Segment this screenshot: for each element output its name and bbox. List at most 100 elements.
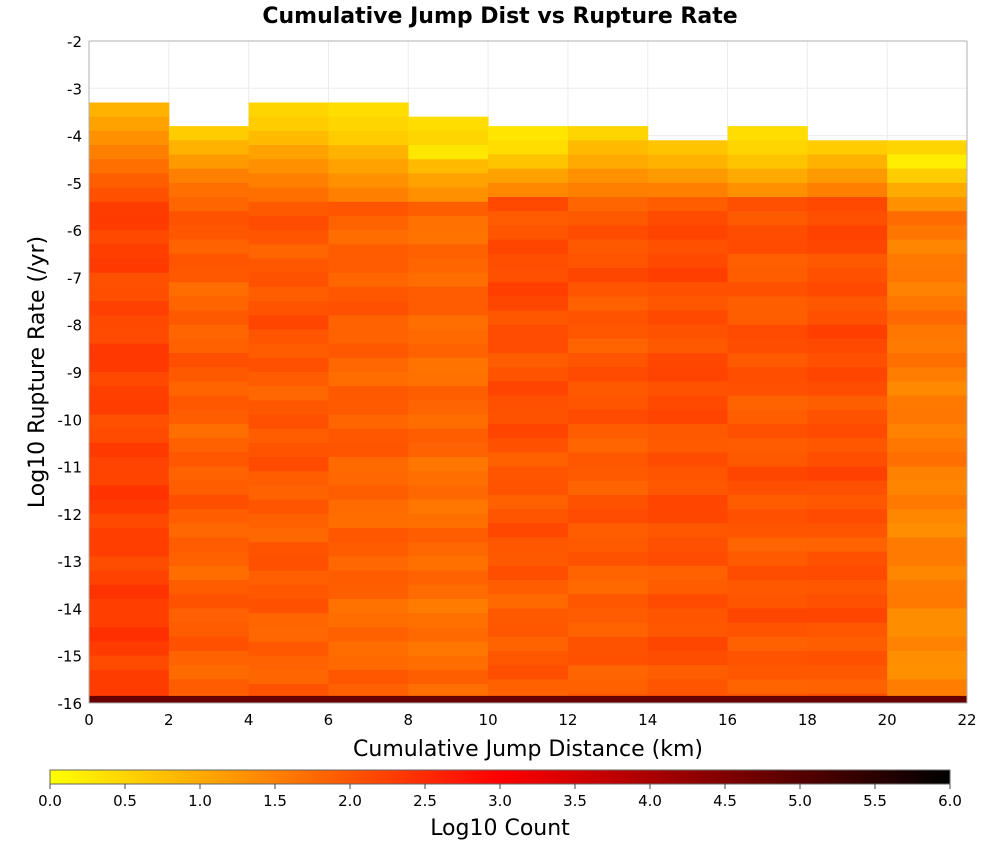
heatmap-cell: [887, 154, 968, 170]
heatmap-cell: [248, 130, 329, 146]
heatmap-cell: [89, 513, 170, 529]
heatmap-cell: [887, 267, 968, 283]
heatmap-cell: [328, 442, 409, 458]
heatmap-cell: [168, 338, 250, 354]
heatmap-cell: [727, 338, 808, 354]
heatmap-cell: [408, 258, 489, 274]
heatmap-cell: [89, 343, 170, 359]
heatmap-cell: [807, 225, 888, 241]
heatmap-cell: [408, 329, 489, 345]
heatmap-cell: [647, 381, 729, 397]
x-tick-label: 8: [403, 711, 413, 729]
heatmap-cell: [168, 480, 250, 496]
heatmap-cell: [328, 329, 409, 345]
heatmap-cell: [89, 286, 170, 302]
heatmap-cell: [408, 187, 489, 203]
y-axis-ticks: -2 -3 -4 -5 -6 -7 -8 -9 -10 -11 -12 -13 -14 -15 -16: [58, 33, 83, 713]
heatmap-cell: [328, 145, 409, 160]
heatmap-cell: [887, 168, 968, 184]
heatmap-cell: [567, 679, 649, 695]
heatmap-cell: [887, 282, 968, 297]
heatmap-cell: [488, 296, 569, 312]
heatmap-cell: [647, 494, 729, 510]
heatmap-cell: [807, 267, 888, 283]
heatmap-cell: [807, 622, 888, 638]
heatmap-cell: [488, 225, 569, 241]
heatmap-cell: [248, 159, 329, 174]
heatmap-cell: [887, 367, 968, 382]
heatmap-cell: [328, 215, 409, 231]
heatmap-cell: [488, 693, 569, 697]
heatmap-cell: [488, 253, 569, 269]
heatmap-cell: [727, 296, 808, 312]
heatmap-cell: [647, 353, 729, 368]
y-axis-label: Log10 Rupture Rate (/yr): [25, 236, 50, 508]
y-tick-label: -3: [67, 80, 82, 98]
heatmap-cell: [89, 598, 170, 614]
heatmap-cell: [328, 230, 409, 245]
heatmap-cell: [647, 452, 729, 468]
heatmap-cell: [567, 424, 649, 439]
heatmap-cell: [727, 650, 808, 666]
heatmap-cell: [567, 665, 649, 680]
heatmap-cell: [567, 650, 649, 666]
heatmap-cell: [887, 353, 968, 368]
heatmap-cell: [408, 230, 489, 245]
colorbar-tick-label: 3.5: [563, 792, 587, 810]
heatmap-cell: [168, 324, 250, 340]
heatmap-cell: [408, 315, 489, 330]
heatmap-cell: [328, 428, 409, 444]
heatmap-cell: [89, 258, 170, 274]
heatmap-cell: [807, 438, 888, 453]
heatmap-cell: [567, 608, 649, 624]
heatmap-cell: [408, 301, 489, 316]
heatmap-cell: [168, 466, 250, 482]
heatmap-cell: [567, 197, 649, 212]
heatmap-cell: [727, 381, 808, 397]
heatmap-cell: [328, 570, 409, 586]
heatmap-cell: [727, 580, 808, 595]
heatmap-cell: [248, 428, 329, 444]
heatmap-cell: [488, 608, 569, 624]
heatmap-cell: [488, 551, 569, 567]
heatmap-cell: [248, 570, 329, 586]
heatmap-cell: [488, 381, 569, 397]
heatmap-cell: [488, 409, 569, 425]
heatmap-cell: [168, 636, 250, 652]
heatmap-cell: [567, 551, 649, 567]
heatmap-cell: [807, 367, 888, 382]
heatmap-cell: [488, 395, 569, 411]
heatmap-cell: [408, 641, 489, 657]
heatmap-cell: [328, 627, 409, 643]
heatmap-cell: [567, 168, 649, 184]
heatmap-cell: [168, 622, 250, 638]
colorbar-ticks: 0.0 0.5 1.0 1.5 2.0 2.5 3.0 3.5 4.0 4.5 5.0 5.5 6.0: [38, 784, 962, 810]
heatmap-cell: [887, 140, 968, 155]
heatmap-cell: [328, 201, 409, 217]
heatmap-cell: [567, 367, 649, 382]
heatmap-cell: [408, 428, 489, 444]
heatmap-cell: [807, 424, 888, 439]
heatmap-cell: [807, 650, 888, 666]
heatmap-cell: [887, 296, 968, 312]
y-tick-label: -6: [67, 222, 82, 240]
heatmap-cell: [567, 296, 649, 312]
heatmap-cell: [328, 457, 409, 472]
heatmap-cell: [168, 225, 250, 241]
heatmap-cell: [647, 296, 729, 312]
heatmap-cell: [807, 310, 888, 326]
heatmap-cell: [488, 367, 569, 382]
heatmap-cell: [887, 409, 968, 425]
heatmap-cell: [168, 452, 250, 468]
heatmap-cell: [328, 641, 409, 657]
heatmap-cell: [807, 338, 888, 354]
heatmap-cell: [168, 310, 250, 326]
heatmap-cell: [887, 594, 968, 609]
heatmap-cell: [328, 116, 409, 132]
heatmap-cell: [807, 509, 888, 524]
heatmap-cell: [887, 650, 968, 666]
colorbar-tick-label: 1.5: [263, 792, 287, 810]
heatmap-cell: [647, 608, 729, 624]
heatmap-cell: [328, 400, 409, 416]
colorbar-tick-label: 2.5: [413, 792, 437, 810]
